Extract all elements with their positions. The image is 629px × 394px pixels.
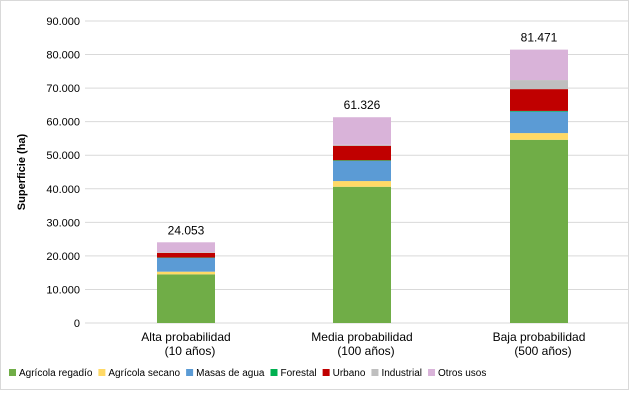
bar-segment (157, 274, 215, 323)
total-data-label: 24.053 (168, 223, 205, 237)
bar-segment (510, 50, 568, 80)
legend-entry: Agrícola secano (108, 368, 180, 379)
bar-segment (510, 140, 568, 323)
x-tick-label: Alta probabilidad (141, 330, 230, 344)
bar-segment (333, 160, 391, 161)
bar-segment (510, 133, 568, 140)
y-tick-label: 90.000 (46, 16, 80, 28)
y-tick-label: 70.000 (46, 83, 80, 95)
y-tick-label: 30.000 (46, 217, 80, 229)
bar-segment (333, 161, 391, 181)
x-tick-label: (10 años) (165, 344, 216, 358)
bar-segment (157, 272, 215, 275)
total-data-label: 61.326 (344, 98, 381, 112)
bar-segment (333, 146, 391, 160)
legend: Agrícola regadío Agrícola secano Masas de … (9, 368, 486, 379)
legend-entry: Urbano (333, 368, 366, 379)
bar-segment (157, 258, 215, 272)
legend-swatch (428, 369, 435, 376)
y-axis-label: Superficie (ha) (16, 133, 28, 210)
legend-entry: Industrial (381, 368, 422, 379)
bar-segment (157, 252, 215, 253)
legend-entry: Forestal (281, 368, 317, 379)
y-tick-label: 80.000 (46, 50, 80, 62)
legend-entry: Masas de agua (196, 368, 265, 379)
bar-segment (333, 181, 391, 187)
bar-segment (333, 145, 391, 146)
y-tick-label: 10.000 (46, 284, 80, 296)
legend-swatch (371, 369, 378, 376)
x-tick-label: Media probabilidad (311, 330, 412, 344)
bar-segment (157, 242, 215, 252)
x-tick-label: (500 años) (514, 344, 571, 358)
y-tick-label: 50.000 (46, 150, 80, 162)
legend-swatch (323, 369, 330, 376)
legend-swatch (186, 369, 193, 376)
legend-entry: Otros usos (438, 368, 486, 379)
bar-segment (510, 89, 568, 111)
legend-swatch (98, 369, 105, 376)
y-tick-label: 20.000 (46, 251, 80, 263)
bar-segment (510, 111, 568, 112)
legend-entry: Agrícola regadío (19, 368, 93, 379)
total-data-label: 81.471 (521, 31, 558, 45)
x-tick-label: (100 años) (337, 344, 394, 358)
x-tick-label: Baja probabilidad (493, 330, 586, 344)
bar-segment (510, 112, 568, 133)
bar-segment (333, 187, 391, 323)
y-tick-label: 0 (74, 318, 80, 330)
y-tick-label: 40.000 (46, 184, 80, 196)
bar-segment (157, 253, 215, 258)
bar-segment (510, 80, 568, 89)
legend-swatch (271, 369, 278, 376)
bars (157, 50, 568, 323)
legend-swatch (9, 369, 16, 376)
bar-segment (333, 117, 391, 145)
y-tick-label: 60.000 (46, 117, 80, 129)
